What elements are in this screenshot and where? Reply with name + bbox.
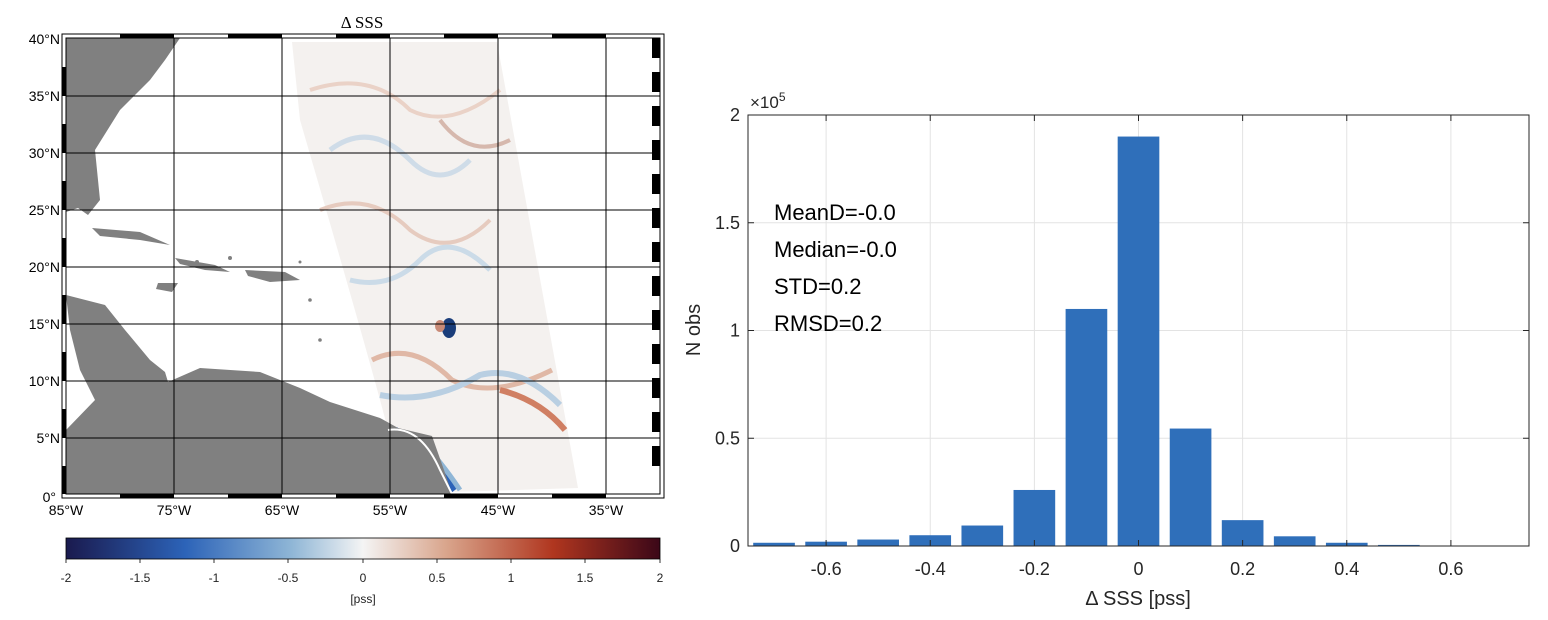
histogram-bar [1378,544,1420,546]
colorbar-tick-label: 1.5 [577,571,594,585]
stat-median: Median=-0.0 [774,237,897,262]
lat-tick-label: 0° [43,489,56,505]
lon-tick-label: 35°W [589,502,624,518]
map-panel: Δ SSS [29,13,665,606]
y-tick-label: 0 [730,536,740,556]
colorbar-tick-label: -1.5 [130,571,151,585]
x-tick-labels: -0.6 -0.4 -0.2 0 0.2 0.4 0.6 [811,115,1463,579]
colorbar-label: [pss] [350,592,375,606]
colorbar-tick-label: 2 [657,571,664,585]
lat-tick-label: 20°N [29,259,60,275]
land-masses [66,38,452,494]
colorbar-tick-label: -0.5 [278,571,299,585]
lat-tick-labels: 40°N 35°N 30°N 25°N 20°N 15°N 10°N 5°N 0… [29,31,60,505]
y-tick-label: 1.5 [715,213,740,233]
lat-tick-label: 5°N [37,430,61,446]
lat-tick-label: 35°N [29,88,60,104]
y-tick-labels: 0 0.5 1 1.5 2 [715,105,1529,556]
map-gridlines [66,38,660,494]
x-tick-label: 0 [1133,559,1143,579]
lon-tick-label: 55°W [373,502,408,518]
stat-rmsd: RMSD=0.2 [774,311,882,336]
y-axis-label: N obs [683,304,705,356]
stats-annotation: MeanD=-0.0 Median=-0.0 STD=0.2 RMSD=0.2 [774,200,897,336]
y-tick-label: 0.5 [715,428,740,448]
colorbar-tick-label: 0.5 [429,571,446,585]
x-tick-label: 0.6 [1438,559,1463,579]
lon-tick-labels: 85°W 75°W 65°W 55°W 45°W 35°W [49,502,624,518]
histogram-bar [857,539,899,546]
x-tick-label: -0.4 [915,559,946,579]
map-frame [61,33,665,499]
lon-tick-label: 75°W [157,502,192,518]
colorbar-tick-label: -2 [61,571,72,585]
lat-tick-label: 15°N [29,316,60,332]
x-axis-label: Δ SSS [pss] [1085,588,1191,610]
colorbar-tick-label: -1 [209,571,220,585]
y-tick-label: 1 [730,321,740,341]
x-tick-label: -0.6 [811,559,842,579]
stat-std: STD=0.2 [774,274,861,299]
lon-tick-label: 45°W [481,502,516,518]
histogram-bar [753,542,795,546]
colorbar-gradient [65,537,661,560]
lat-tick-label: 30°N [29,145,60,161]
lat-tick-label: 25°N [29,202,60,218]
lon-tick-label: 65°W [265,502,300,518]
lat-tick-label: 40°N [29,31,60,47]
histogram-bar [1013,489,1056,546]
stat-mean: MeanD=-0.0 [774,200,896,225]
colorbar-tick-label: 1 [508,571,515,585]
histogram-panel: -0.6 -0.4 -0.2 0 0.2 0.4 0.6 0 0.5 1 1.5 2 ×105 Δ … [683,90,1530,610]
x-tick-label: 0.2 [1230,559,1255,579]
histogram-bar [1065,308,1108,546]
y-exponent-label: ×105 [750,90,786,112]
colorbar-tick-label: 0 [360,571,367,585]
y-tick-label: 2 [730,105,740,125]
map-area [66,38,660,494]
map-title: Δ SSS [341,13,384,32]
histogram-bar [1117,136,1160,547]
lon-tick-label: 85°W [49,502,84,518]
colorbar: -2 -1.5 -1 -0.5 0 0.5 1 1.5 2 [pss] [61,537,664,606]
histogram-bar [1273,536,1316,546]
x-tick-label: -0.2 [1019,559,1050,579]
histogram-bars [753,136,1524,547]
histogram-bar [1169,428,1212,546]
histogram-bar [961,525,1004,546]
x-tick-label: 0.4 [1334,559,1359,579]
lat-tick-label: 10°N [29,373,60,389]
